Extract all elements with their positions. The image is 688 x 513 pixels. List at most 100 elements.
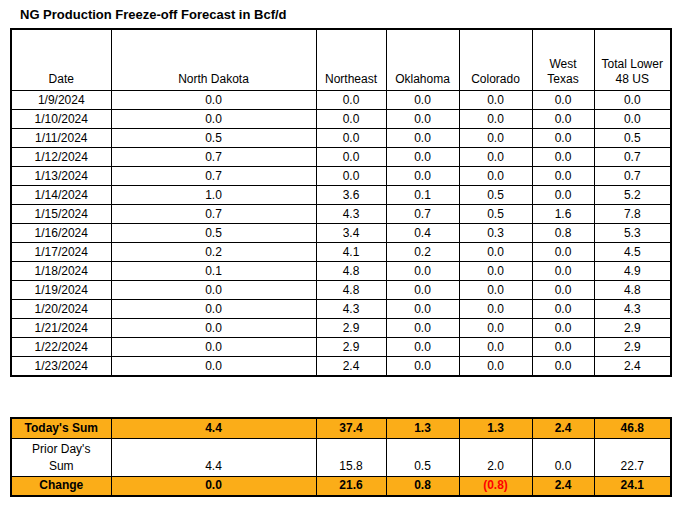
summary-label-cell: Change [11, 476, 111, 496]
table-row: 1/14/20241.03.60.10.50.05.2 [11, 185, 671, 204]
date-cell: 1/10/2024 [11, 109, 111, 128]
forecast-table: DateNorth DakotaNortheastOklahomaColorad… [10, 28, 672, 377]
value-cell: 0.0 [386, 166, 459, 185]
summary-table-body: Today's Sum4.437.41.31.32.446.8Prior Day… [11, 418, 671, 496]
value-cell: 0.1 [111, 261, 316, 280]
value-cell: 0.7 [111, 166, 316, 185]
value-cell: 0.0 [386, 318, 459, 337]
value-cell: 0.2 [111, 242, 316, 261]
value-cell: 0.0 [532, 299, 594, 318]
value-cell: 2.4 [316, 356, 386, 376]
value-cell: 0.0 [386, 356, 459, 376]
value-cell: 0.0 [386, 109, 459, 128]
value-cell: 0.0 [386, 147, 459, 166]
value-cell: 2.9 [316, 318, 386, 337]
table-row: 1/13/20240.70.00.00.00.00.7 [11, 166, 671, 185]
value-cell: 4.1 [316, 242, 386, 261]
column-header: Oklahoma [386, 29, 459, 90]
summary-row: Prior Day's Sum4.415.80.52.00.022.7 [11, 438, 671, 476]
summary-value-cell: (0.8) [459, 476, 532, 496]
summary-value-cell: 37.4 [316, 418, 386, 438]
value-cell: 5.3 [594, 223, 671, 242]
value-cell: 0.0 [111, 90, 316, 109]
value-cell: 0.7 [594, 147, 671, 166]
table-row: 1/9/20240.00.00.00.00.00.0 [11, 90, 671, 109]
value-cell: 0.0 [111, 318, 316, 337]
summary-value-cell: 4.4 [111, 418, 316, 438]
value-cell: 0.0 [316, 147, 386, 166]
value-cell: 0.5 [594, 128, 671, 147]
summary-value-cell: 2.0 [459, 438, 532, 476]
date-cell: 1/19/2024 [11, 280, 111, 299]
date-cell: 1/20/2024 [11, 299, 111, 318]
column-header: Total Lower 48 US [594, 29, 671, 90]
value-cell: 0.7 [111, 147, 316, 166]
summary-row: Today's Sum4.437.41.31.32.446.8 [11, 418, 671, 438]
summary-row: Change0.021.60.8(0.8)2.424.1 [11, 476, 671, 496]
table-row: 1/16/20240.53.40.40.30.85.3 [11, 223, 671, 242]
summary-table: Today's Sum4.437.41.31.32.446.8Prior Day… [10, 417, 672, 497]
date-cell: 1/21/2024 [11, 318, 111, 337]
value-cell: 4.9 [594, 261, 671, 280]
value-cell: 2.9 [316, 337, 386, 356]
value-cell: 0.0 [532, 242, 594, 261]
summary-value-cell: 2.4 [532, 418, 594, 438]
table-row: 1/19/20240.04.80.00.00.04.8 [11, 280, 671, 299]
date-cell: 1/22/2024 [11, 337, 111, 356]
value-cell: 0.0 [459, 280, 532, 299]
summary-value-cell: 22.7 [594, 438, 671, 476]
value-cell: 0.0 [386, 128, 459, 147]
summary-value-cell: 0.8 [386, 476, 459, 496]
summary-value-cell: 15.8 [316, 438, 386, 476]
column-header: Colorado [459, 29, 532, 90]
table-row: 1/11/20240.50.00.00.00.00.5 [11, 128, 671, 147]
date-cell: 1/17/2024 [11, 242, 111, 261]
spreadsheet-page: NG Production Freeze-off Forecast in Bcf… [0, 0, 688, 513]
value-cell: 0.5 [111, 223, 316, 242]
value-cell: 2.9 [594, 318, 671, 337]
value-cell: 0.0 [532, 147, 594, 166]
summary-value-cell: 21.6 [316, 476, 386, 496]
value-cell: 0.0 [459, 356, 532, 376]
table-row: 1/12/20240.70.00.00.00.00.7 [11, 147, 671, 166]
value-cell: 0.0 [459, 337, 532, 356]
value-cell: 0.0 [459, 109, 532, 128]
date-cell: 1/12/2024 [11, 147, 111, 166]
value-cell: 4.8 [316, 280, 386, 299]
value-cell: 4.3 [316, 204, 386, 223]
value-cell: 0.0 [111, 109, 316, 128]
summary-value-cell: 1.3 [459, 418, 532, 438]
value-cell: 0.0 [532, 109, 594, 128]
value-cell: 0.4 [386, 223, 459, 242]
date-cell: 1/18/2024 [11, 261, 111, 280]
summary-value-cell: 24.1 [594, 476, 671, 496]
value-cell: 0.0 [386, 261, 459, 280]
summary-value-cell: 4.4 [111, 438, 316, 476]
date-cell: 1/23/2024 [11, 356, 111, 376]
value-cell: 0.0 [316, 166, 386, 185]
date-cell: 1/15/2024 [11, 204, 111, 223]
summary-label-cell: Today's Sum [11, 418, 111, 438]
value-cell: 0.0 [386, 280, 459, 299]
value-cell: 0.0 [459, 299, 532, 318]
summary-value-cell: 46.8 [594, 418, 671, 438]
value-cell: 0.7 [111, 204, 316, 223]
forecast-table-header-row: DateNorth DakotaNortheastOklahomaColorad… [11, 29, 671, 90]
value-cell: 0.0 [111, 280, 316, 299]
value-cell: 0.0 [459, 90, 532, 109]
value-cell: 0.0 [532, 318, 594, 337]
date-cell: 1/11/2024 [11, 128, 111, 147]
value-cell: 4.8 [316, 261, 386, 280]
value-cell: 3.4 [316, 223, 386, 242]
table-row: 1/17/20240.24.10.20.00.04.5 [11, 242, 671, 261]
value-cell: 0.0 [459, 318, 532, 337]
table-row: 1/23/20240.02.40.00.00.02.4 [11, 356, 671, 376]
page-title: NG Production Freeze-off Forecast in Bcf… [20, 7, 287, 22]
value-cell: 0.0 [459, 147, 532, 166]
date-cell: 1/9/2024 [11, 90, 111, 109]
value-cell: 4.8 [594, 280, 671, 299]
value-cell: 0.0 [532, 337, 594, 356]
value-cell: 4.3 [316, 299, 386, 318]
value-cell: 0.0 [111, 356, 316, 376]
table-row: 1/20/20240.04.30.00.00.04.3 [11, 299, 671, 318]
